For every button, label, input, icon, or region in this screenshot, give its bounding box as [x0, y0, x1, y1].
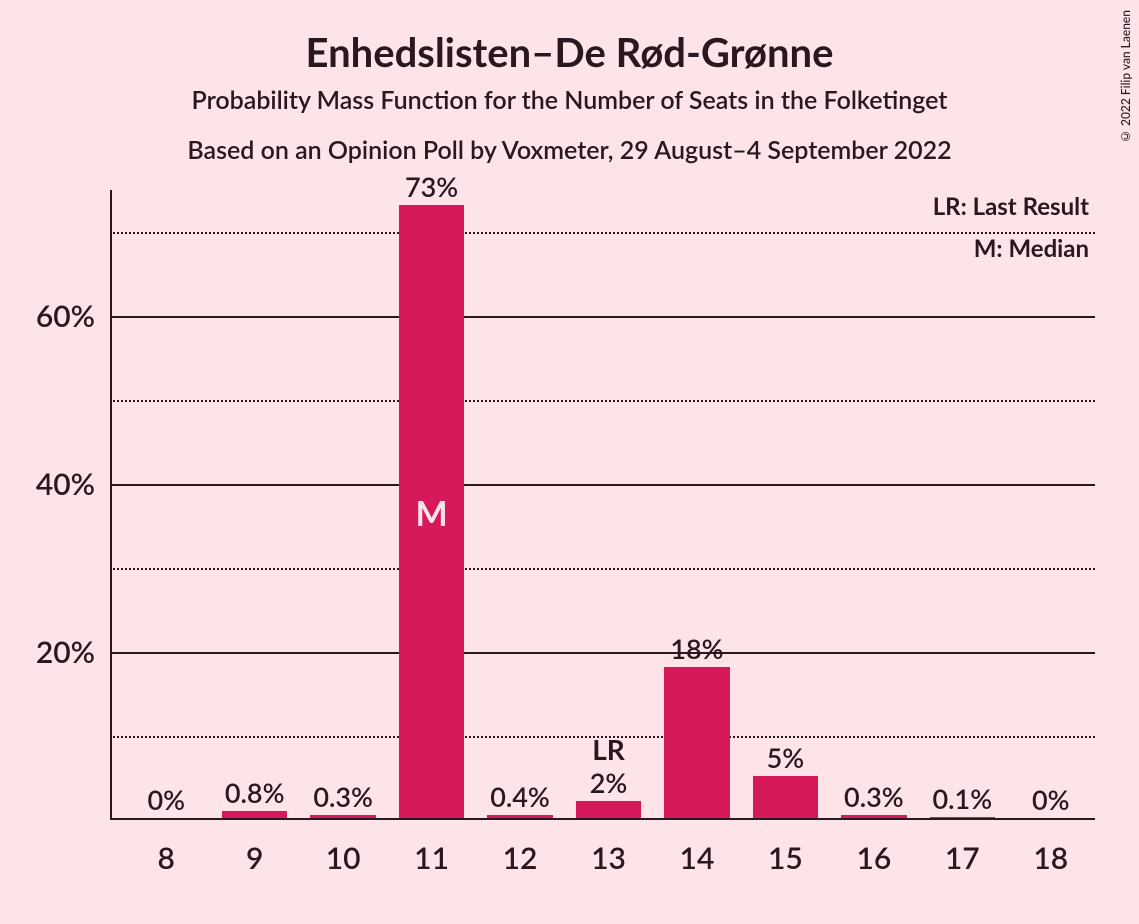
bar-value-label: 73%: [405, 170, 458, 203]
x-axis-tick-label: 11: [414, 840, 449, 876]
x-axis-tick-label: 15: [768, 840, 803, 876]
bar: [310, 815, 375, 818]
chart-plot-area: LR: Last Result M: Median 20%40%60%0%80.…: [110, 190, 1095, 820]
chart-subtitle-2: Based on an Opinion Poll by Voxmeter, 29…: [0, 135, 1139, 165]
bar: [222, 811, 287, 818]
bar-value-label: 0.3%: [313, 780, 373, 813]
x-axis-tick-label: 10: [326, 840, 361, 876]
x-axis-tick-label: 12: [503, 840, 538, 876]
copyright-text: © 2022 Filip van Laenen: [1118, 10, 1133, 144]
y-axis-tick-label: 40%: [36, 466, 95, 502]
y-axis-tick-label: 20%: [36, 634, 95, 670]
grid-minor-line: [110, 232, 1095, 234]
bar-value-label: 0.1%: [933, 782, 993, 815]
x-axis-tick-label: 9: [246, 840, 263, 876]
bar-value-label: 2%: [590, 766, 628, 799]
bar-value-label: 0%: [1032, 783, 1070, 816]
x-axis-tick-label: 16: [856, 840, 891, 876]
grid-major-line: [110, 316, 1095, 318]
grid-major-line: [110, 652, 1095, 654]
bar: [487, 815, 552, 818]
bar: [664, 667, 729, 818]
bar: M: [399, 205, 464, 818]
last-result-marker: LR: [592, 732, 625, 766]
chart-title: Enhedslisten–De Rød-Grønne: [0, 28, 1139, 76]
x-axis-tick-label: 13: [591, 840, 626, 876]
legend-last-result: LR: Last Result: [933, 192, 1089, 221]
bar-value-label: 18%: [670, 632, 723, 665]
median-marker: M: [416, 493, 448, 534]
x-axis-tick-label: 8: [158, 840, 175, 876]
bar: [841, 815, 906, 818]
chart-subtitle-1: Probability Mass Function for the Number…: [0, 85, 1139, 115]
x-axis-tick-label: 14: [680, 840, 715, 876]
legend-median: M: Median: [974, 234, 1089, 263]
bar-value-label: 0.8%: [225, 776, 285, 809]
x-axis-tick-label: 17: [945, 840, 980, 876]
bar: [930, 817, 995, 818]
grid-minor-line: [110, 568, 1095, 570]
bar-value-label: 0%: [147, 783, 185, 816]
bar: [753, 776, 818, 818]
grid-minor-line: [110, 400, 1095, 402]
bar-value-label: 0.4%: [490, 780, 550, 813]
y-axis-line: [110, 190, 112, 820]
bar-value-label: 5%: [767, 741, 805, 774]
x-axis-tick-label: 18: [1033, 840, 1068, 876]
y-axis-tick-label: 60%: [36, 298, 95, 334]
bar-value-label: 0.3%: [844, 780, 904, 813]
bar: [576, 801, 641, 818]
x-axis-line: [110, 818, 1095, 820]
grid-major-line: [110, 484, 1095, 486]
